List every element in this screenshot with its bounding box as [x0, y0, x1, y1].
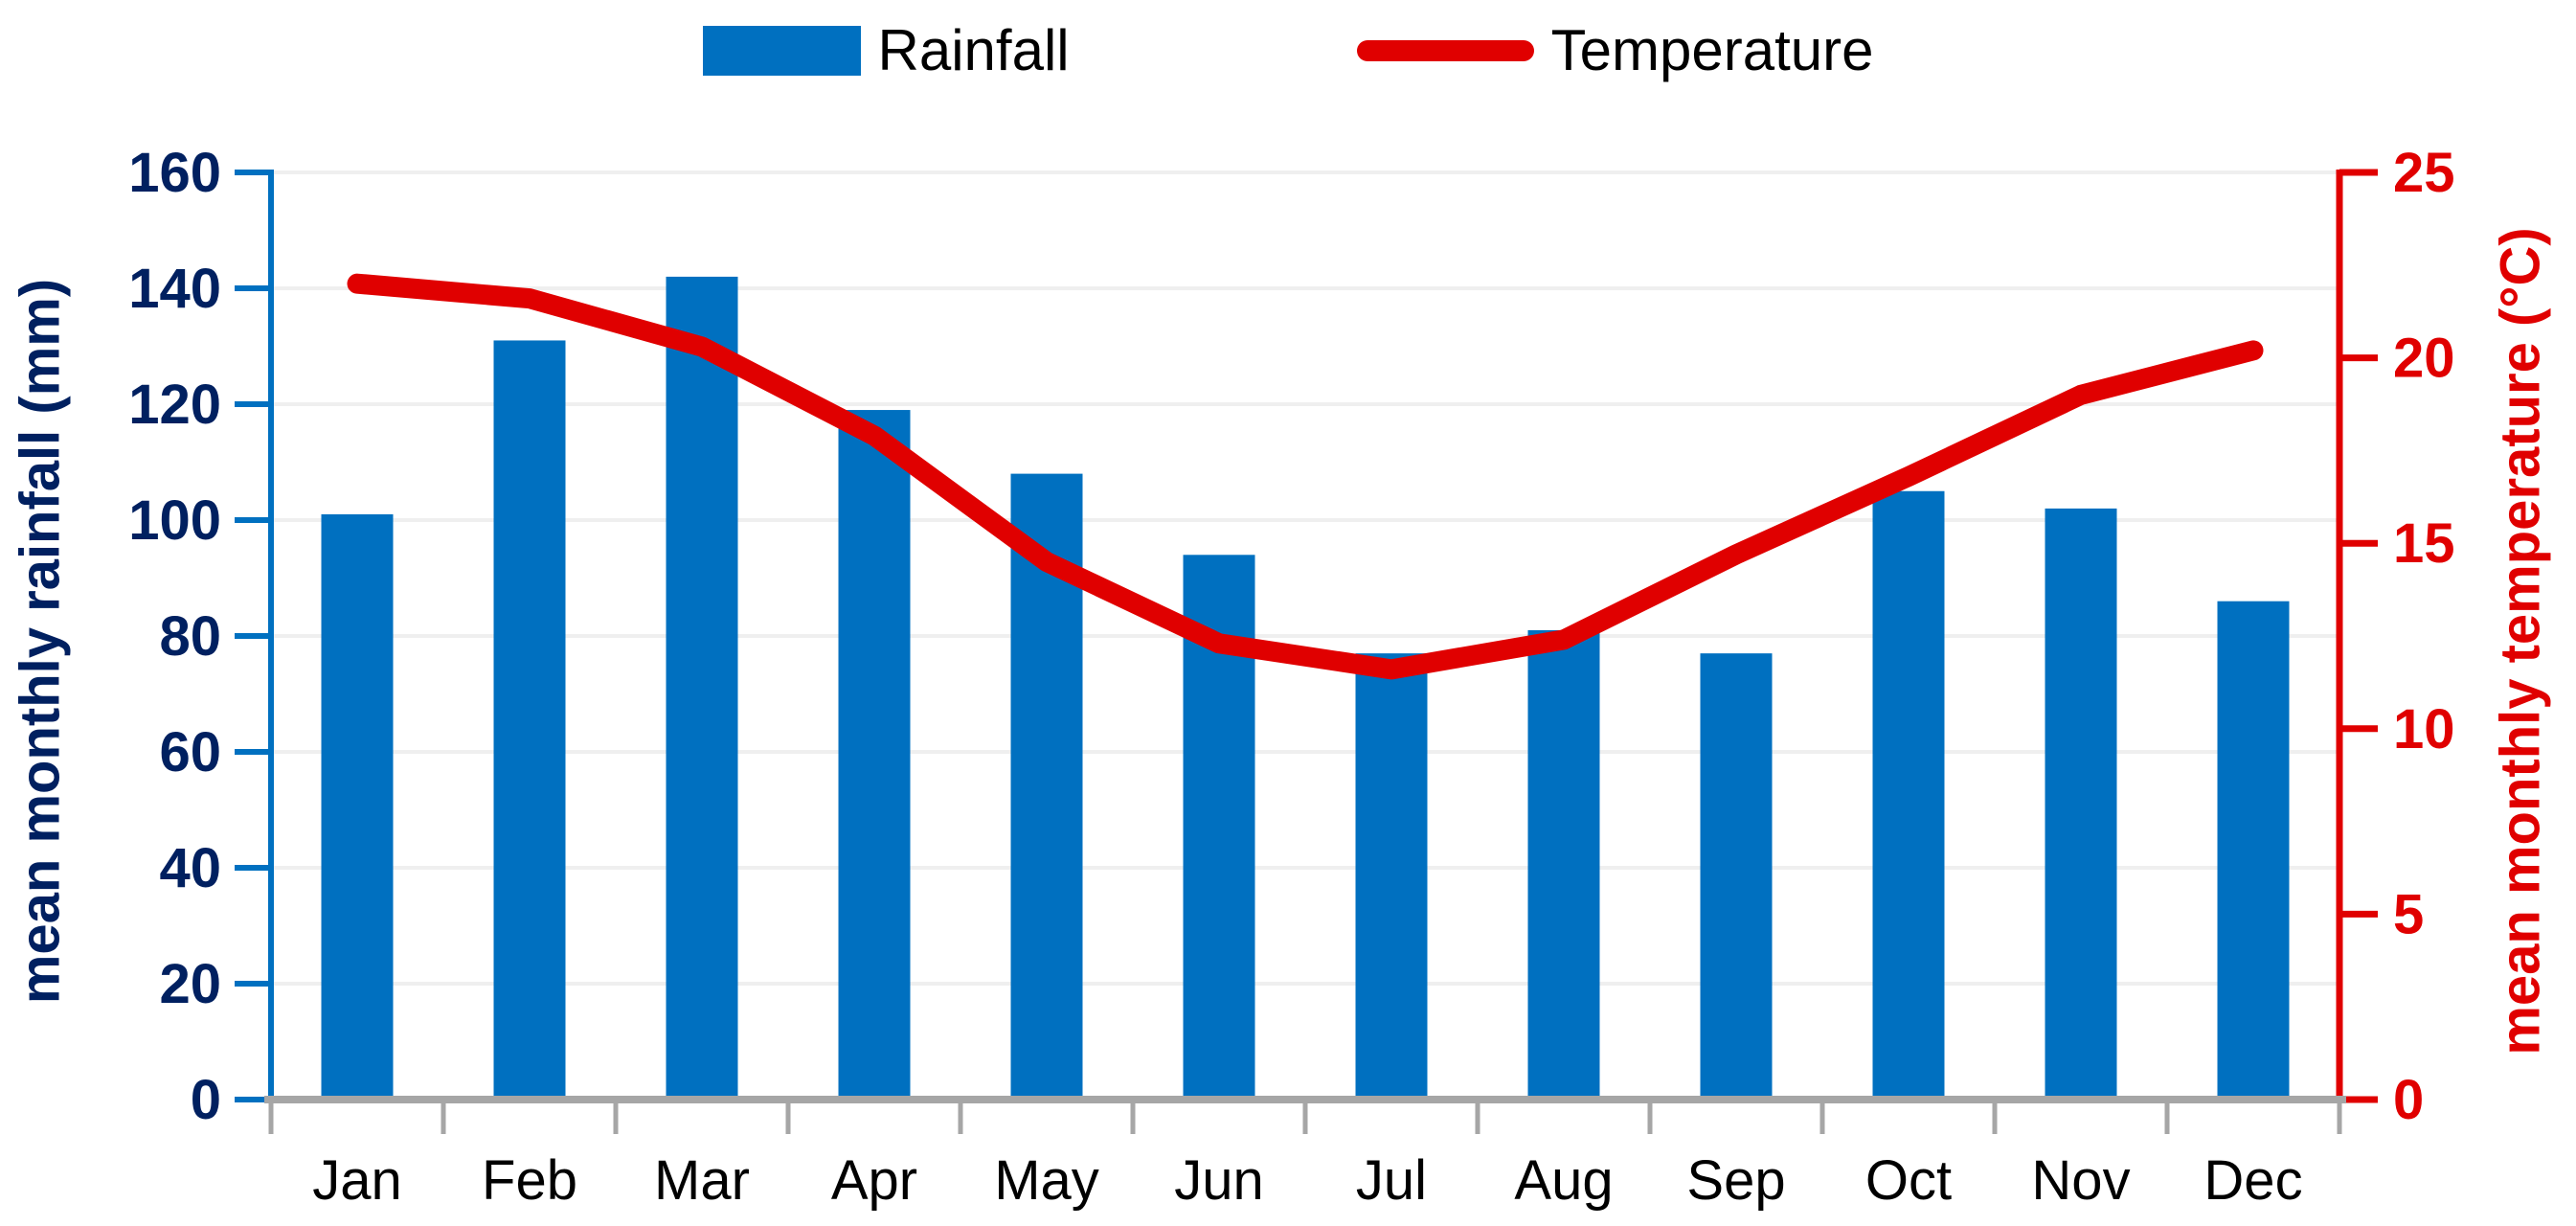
month-label-oct: Oct — [1865, 1149, 1952, 1212]
bar-dec — [2217, 601, 2290, 1100]
month-label-aug: Aug — [1514, 1149, 1613, 1212]
right-tick-label: 0 — [2393, 1069, 2424, 1131]
bar-mar — [666, 276, 738, 1100]
left-tick-label: 80 — [159, 605, 221, 668]
left-tick-label: 20 — [159, 953, 221, 1015]
right-tick-label: 25 — [2393, 142, 2455, 204]
bar-apr — [838, 410, 911, 1100]
right-tick-label: 15 — [2393, 512, 2455, 575]
month-label-mar: Mar — [654, 1149, 750, 1212]
month-label-nov: Nov — [2031, 1149, 2130, 1212]
month-label-may: May — [994, 1149, 1099, 1212]
bar-oct — [1872, 490, 1945, 1100]
bar-aug — [1527, 629, 1600, 1100]
month-label-dec: Dec — [2203, 1149, 2302, 1212]
month-label-jul: Jul — [1356, 1149, 1427, 1212]
left-tick-label: 120 — [128, 374, 221, 436]
bar-feb — [493, 340, 566, 1100]
bar-jul — [1355, 653, 1428, 1100]
right-tick-label: 5 — [2393, 883, 2424, 945]
month-label-jun: Jun — [1174, 1149, 1264, 1212]
right-tick-label: 20 — [2393, 328, 2455, 390]
left-tick-label: 160 — [128, 142, 221, 204]
temperature-line — [347, 273, 2264, 680]
left-tick-label: 60 — [159, 721, 221, 783]
left-tick-label: 40 — [159, 837, 221, 899]
left-tick-label: 0 — [191, 1069, 221, 1131]
month-label-sep: Sep — [1686, 1149, 1785, 1212]
right-tick-label: 10 — [2393, 698, 2455, 761]
left-tick-label: 100 — [128, 489, 221, 552]
bar-sep — [1700, 653, 1773, 1100]
left-tick-label: 140 — [128, 258, 221, 320]
month-label-jan: Jan — [312, 1149, 402, 1212]
month-label-feb: Feb — [482, 1149, 577, 1212]
bar-nov — [2045, 508, 2117, 1100]
month-label-apr: Apr — [831, 1149, 917, 1212]
bar-jan — [321, 513, 394, 1100]
